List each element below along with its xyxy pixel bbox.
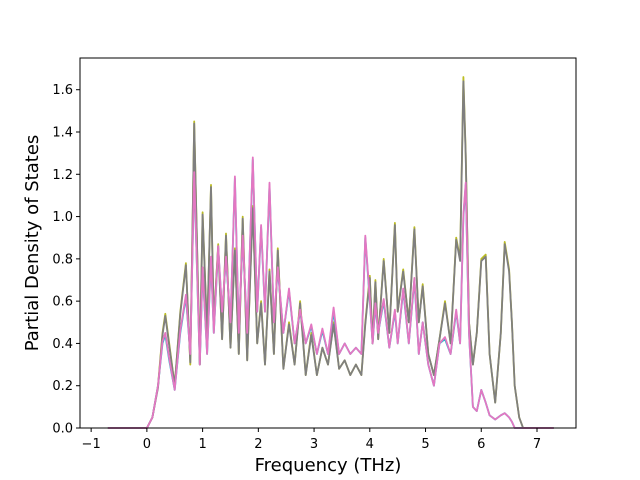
- y-tick-label: 0.6: [52, 295, 73, 310]
- x-axis-label: Frequency (THz): [255, 455, 402, 476]
- x-tick-label: 4: [366, 437, 374, 452]
- x-tick-label: 7: [533, 437, 541, 452]
- y-tick-label: 0.0: [52, 422, 73, 437]
- x-tick-label: 0: [143, 437, 151, 452]
- y-tick-label: 0.8: [52, 252, 73, 267]
- y-axis-label: Partial Density of States: [22, 135, 43, 352]
- x-tick-label: 5: [421, 437, 429, 452]
- x-tick-label: 1: [198, 437, 206, 452]
- plot-area-background: [80, 58, 576, 428]
- x-tick-label: −1: [82, 437, 101, 452]
- y-axis-ticks: 0.0 0.2 0.4 0.6 0.8 1.0 1.2 1.4 1.6: [52, 83, 80, 437]
- plot-frame: [79, 57, 577, 429]
- x-tick-label: 6: [477, 437, 485, 452]
- x-tick-label: 3: [310, 437, 318, 452]
- x-tick-label: 2: [254, 437, 262, 452]
- y-tick-label: 1.4: [52, 126, 73, 141]
- y-tick-label: 1.2: [52, 168, 73, 183]
- y-tick-label: 1.0: [52, 210, 73, 225]
- y-tick-label: 0.4: [52, 337, 73, 352]
- series-line-3: [107, 156, 554, 429]
- series-layer: [107, 76, 554, 429]
- y-tick-label: 0.2: [52, 379, 73, 394]
- x-axis-ticks: −1 0 1 2 3 4 5 6 7: [82, 428, 541, 452]
- y-tick-label: 1.6: [52, 83, 73, 98]
